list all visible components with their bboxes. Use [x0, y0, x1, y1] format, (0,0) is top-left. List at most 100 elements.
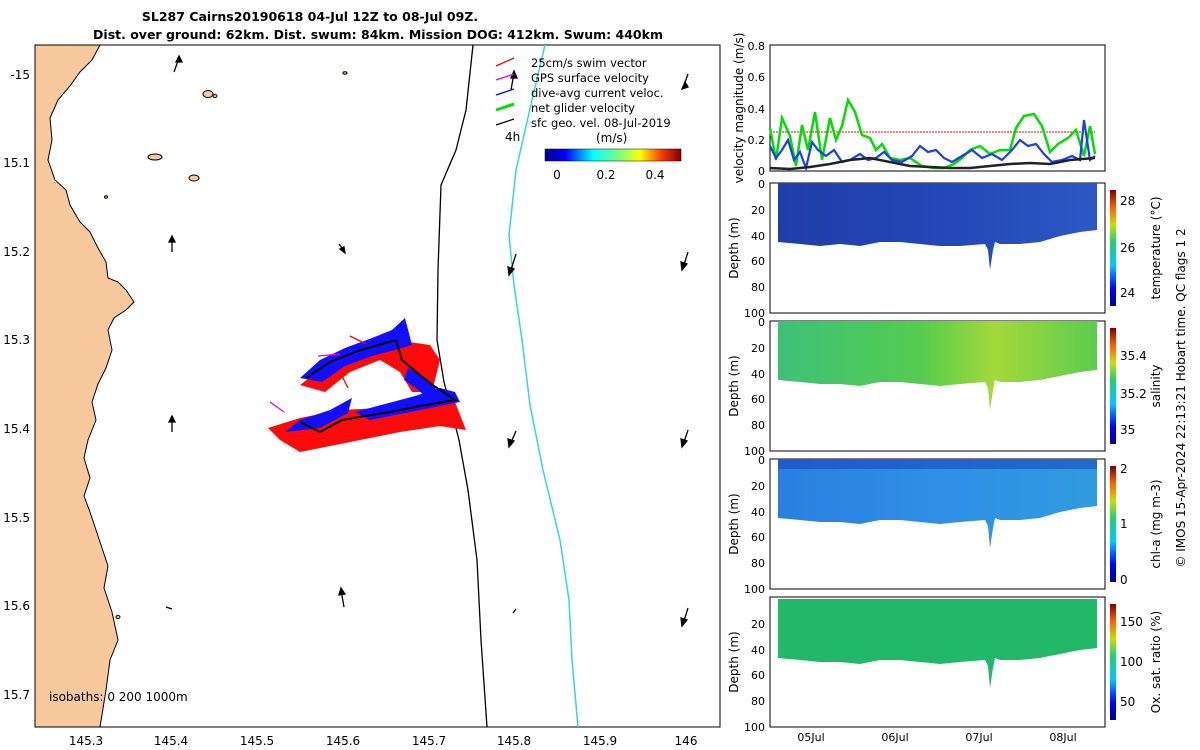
velocity-ytick: 0: [758, 165, 765, 178]
depth-tick: 80: [751, 695, 765, 708]
date-tick: 05Jul: [797, 731, 824, 744]
depth-tick: 0: [758, 316, 765, 329]
colorbar-tick: 0.2: [596, 168, 615, 182]
map-legend: 25cm/s swim vector GPS surface velocity …: [495, 56, 671, 145]
temperature-cb-tick: 24: [1120, 286, 1135, 300]
imos-footer: © IMOS 15-Apr-2024 22:13:21 Hobart time.…: [1174, 228, 1188, 567]
salinity-section: [778, 321, 1097, 410]
island: [147, 153, 163, 161]
glider-vector-cluster: [268, 318, 466, 452]
oxygen-cb-tick: 50: [1120, 695, 1135, 709]
geostrophic-velocity-line: [769, 156, 1096, 171]
depth-tick: 40: [751, 230, 765, 243]
lat-axis: -15 15.1 15.2 15.3 15.4 15.5 15.6 15.7: [3, 68, 30, 702]
lon-tick: 145.9: [583, 734, 617, 748]
depth-ylabel: Depth (m): [727, 631, 741, 692]
chla-section: [778, 459, 1097, 548]
velocity-ytick: 0.8: [748, 40, 766, 53]
speed-colorbar: 0 0.2 0.4: [544, 148, 682, 182]
lon-tick: 145.7: [412, 734, 446, 748]
oxygen-cb-tick: 100: [1120, 655, 1143, 669]
island: [188, 174, 200, 182]
chla-cb-tick: 1: [1120, 517, 1128, 531]
island: [342, 71, 348, 75]
legend-swim-vector: 25cm/s swim vector: [495, 56, 647, 70]
lon-tick: 146: [675, 734, 698, 748]
temperature-cb-tick: 26: [1120, 241, 1135, 255]
island: [115, 615, 121, 619]
dive-avg-current-line: [769, 119, 1096, 172]
lon-axis: 145.3 145.4 145.5 145.6 145.7 145.8 145.…: [69, 734, 698, 748]
svg-text:25cm/s swim vector: 25cm/s swim vector: [531, 56, 647, 70]
lat-tick: 15.3: [3, 333, 30, 347]
lat-tick: -15: [10, 68, 30, 82]
lat-tick: 15.7: [3, 688, 30, 702]
chla-cb-tick: 2: [1120, 462, 1128, 476]
velocity-ylabel: velocity magnitude (m/s): [732, 33, 746, 184]
chla-cb-tick: 0: [1120, 573, 1128, 587]
lat-tick: 15.2: [3, 245, 30, 259]
lat-tick: 15.5: [3, 511, 30, 525]
depth-tick: 40: [751, 506, 765, 519]
depth-tick: 20: [751, 480, 765, 493]
lat-tick: 15.1: [3, 156, 30, 170]
lon-tick: 145.5: [240, 734, 274, 748]
depth-tick: 80: [751, 557, 765, 570]
net-glider-velocity-line: [768, 96, 1097, 170]
temperature-section: [778, 183, 1097, 270]
lat-tick: 15.4: [3, 422, 30, 436]
oxygen-cb-tick: 150: [1120, 615, 1143, 629]
velocity-ytick: 0.2: [748, 134, 766, 147]
date-tick: 08Jul: [1049, 731, 1076, 744]
colorbar-tick: 0.4: [645, 168, 664, 182]
lon-tick: 145.8: [497, 734, 531, 748]
temperature-cb-tick: 28: [1120, 194, 1135, 208]
velocity-panel: velocity magnitude (m/s) 0 0.2 0.4 0.6 0…: [732, 33, 1106, 184]
figure-title-line2: Dist. over ground: 62km. Dist. swum: 84k…: [93, 27, 663, 42]
legend-net-glider-velocity: net glider velocity: [495, 101, 635, 115]
geostrophic-velocity-vectors: [165, 54, 689, 628]
salinity-cb-tick: 35.4: [1120, 349, 1147, 363]
depth-ylabel: Depth (m): [727, 493, 741, 554]
depth-tick: 60: [751, 393, 765, 406]
svg-text:GPS surface velocity: GPS surface velocity: [531, 71, 649, 85]
temperature-label: temperature (°C): [1149, 197, 1163, 300]
depth-tick: 20: [751, 204, 765, 217]
salinity-cb-tick: 35: [1120, 423, 1135, 437]
depth-tick: 40: [751, 644, 765, 657]
legend-geostrophic-velocity: sfc geo. vel. 08-Jul-2019: [495, 116, 671, 130]
colorbar-unit: (m/s): [596, 131, 627, 145]
depth-tick: 40: [751, 368, 765, 381]
lat-tick: 15.6: [3, 599, 30, 613]
depth-tick: 60: [751, 531, 765, 544]
map-panel: 25cm/s swim vector GPS surface velocity …: [3, 44, 721, 748]
svg-text:net glider velocity: net glider velocity: [531, 101, 635, 115]
lon-tick: 145.3: [69, 734, 103, 748]
salinity-panel: Depth (m) 100 0 20 40 60 80 35 35.2 35.4…: [727, 307, 1163, 452]
temperature-panel: Depth (m) 0 20 40 60 80 24 26 28 tempera…: [727, 178, 1163, 314]
salinity-cb-tick: 35.2: [1120, 387, 1147, 401]
isobath-200m: [436, 45, 488, 727]
depth-tick: 100: [744, 583, 765, 596]
depth-tick: 20: [751, 618, 765, 631]
legend-dive-avg-current: dive-avg current veloc.: [495, 86, 664, 100]
oxygen-label: Ox. sat. ratio (%): [1149, 611, 1163, 713]
depth-tick: 20: [751, 342, 765, 355]
depth-tick: 80: [751, 281, 765, 294]
salinity-label: salinity: [1149, 364, 1163, 407]
legend-gps-velocity: GPS surface velocity: [495, 71, 649, 85]
depth-ylabel: Depth (m): [727, 217, 741, 278]
depth-tick: 60: [751, 255, 765, 268]
land-coastline: [35, 45, 135, 727]
chla-panel: Depth (m) 100 0 20 40 60 80 0 1 2 chl-a …: [727, 445, 1163, 590]
lon-tick: 145.4: [154, 734, 188, 748]
date-axis: 05Jul 06Jul 07Jul 08Jul: [797, 731, 1076, 744]
colorbar-tick: 0: [553, 168, 561, 182]
oxygen-panel: Depth (m) 100 20 40 60 80 100 50 100 150…: [727, 583, 1163, 734]
time-interval-label: 4h: [505, 130, 520, 144]
depth-tick: 0: [758, 454, 765, 467]
velocity-ytick: 0.6: [748, 71, 766, 84]
oxygen-section: [778, 599, 1097, 688]
depth-tick: 80: [751, 419, 765, 432]
